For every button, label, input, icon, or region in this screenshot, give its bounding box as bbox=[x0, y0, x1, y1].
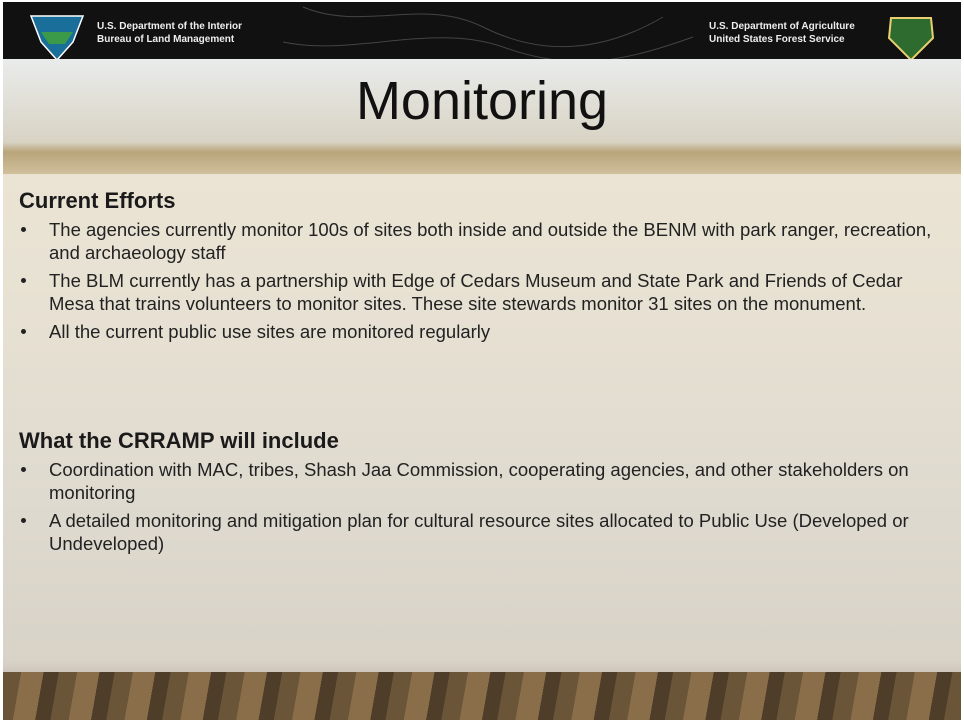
bullet-text: A detailed monitoring and mitigation pla… bbox=[49, 510, 909, 554]
section: Current Efforts The agencies currently mo… bbox=[19, 188, 949, 348]
bullet-text: The BLM currently has a partnership with… bbox=[49, 270, 902, 314]
section-heading: What the CRRAMP will include bbox=[19, 428, 949, 454]
usfs-logo bbox=[889, 18, 933, 59]
agency-line: Bureau of Land Management bbox=[97, 33, 242, 46]
ground-strip bbox=[3, 672, 961, 720]
agency-line: U.S. Department of the Interior bbox=[97, 20, 242, 33]
slide-title: Monitoring bbox=[3, 70, 961, 132]
bullet-dot bbox=[21, 467, 26, 472]
section-heading: Current Efforts bbox=[19, 188, 949, 214]
bullet-item: The agencies currently monitor 100s of s… bbox=[19, 218, 949, 264]
bullet-item: A detailed monitoring and mitigation pla… bbox=[19, 509, 949, 555]
bullet-dot bbox=[21, 329, 26, 334]
bullet-list: Coordination with MAC, tribes, Shash Jaa… bbox=[19, 458, 949, 555]
agency-line: United States Forest Service bbox=[709, 33, 855, 46]
bullet-item: Coordination with MAC, tribes, Shash Jaa… bbox=[19, 458, 949, 504]
bullet-text: All the current public use sites are mon… bbox=[49, 321, 490, 342]
section: What the CRRAMP will include Coordination… bbox=[19, 428, 949, 560]
bullet-dot bbox=[21, 278, 26, 283]
contour bbox=[303, 7, 663, 47]
bullet-text: Coordination with MAC, tribes, Shash Jaa… bbox=[49, 459, 909, 503]
bullet-item: All the current public use sites are mon… bbox=[19, 320, 949, 343]
agency-line: U.S. Department of Agriculture bbox=[709, 20, 855, 33]
bullet-list: The agencies currently monitor 100s of s… bbox=[19, 218, 949, 343]
bullet-dot bbox=[21, 518, 26, 523]
bullet-text: The agencies currently monitor 100s of s… bbox=[49, 219, 931, 263]
bullet-dot bbox=[21, 227, 26, 232]
contour bbox=[283, 37, 693, 59]
bullet-item: The BLM currently has a partnership with… bbox=[19, 269, 949, 315]
